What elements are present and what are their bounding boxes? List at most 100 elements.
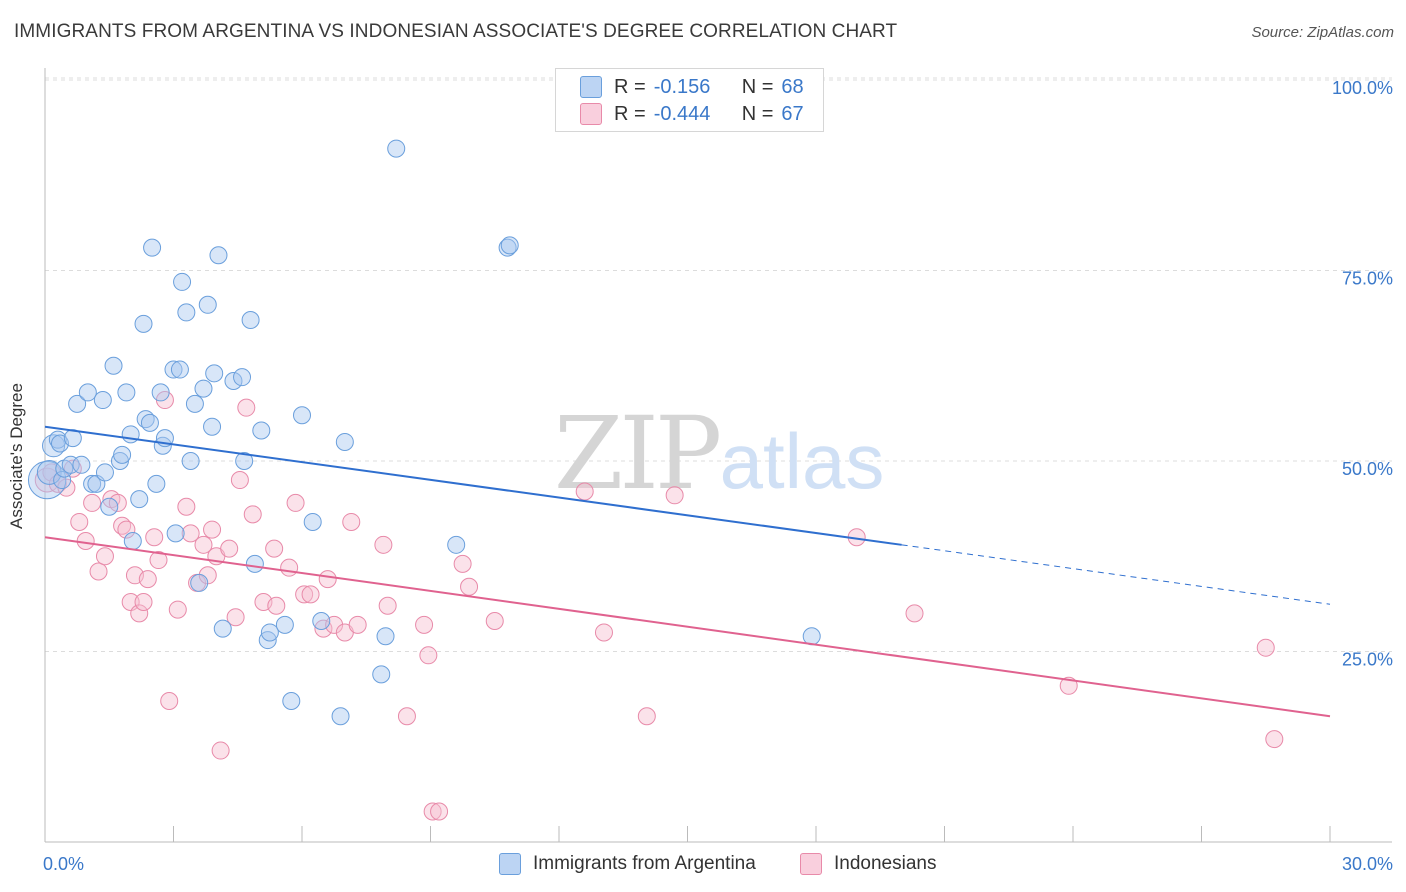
argentina-point[interactable] — [198, 295, 217, 314]
argentina-point[interactable] — [224, 371, 243, 390]
argentina-point[interactable] — [68, 394, 87, 413]
argentina-point[interactable] — [190, 573, 209, 592]
argentina-point[interactable] — [83, 474, 102, 493]
indonesians-point[interactable] — [76, 532, 95, 551]
bottom-legend-indonesians[interactable]: Indonesians — [800, 852, 936, 876]
argentina-point[interactable] — [447, 535, 466, 554]
indonesians-point[interactable] — [95, 547, 114, 566]
indonesians-point[interactable] — [301, 585, 320, 604]
indonesians-point[interactable] — [181, 524, 200, 543]
argentina-point[interactable] — [170, 360, 189, 379]
indonesians-point[interactable] — [70, 512, 89, 531]
argentina-point[interactable] — [143, 238, 162, 257]
argentina-point[interactable] — [282, 692, 301, 711]
indonesians-point[interactable] — [348, 615, 367, 634]
indonesians-point[interactable] — [280, 558, 299, 577]
indonesians-point[interactable] — [134, 592, 153, 611]
indonesians-point[interactable] — [130, 604, 149, 623]
argentina-point[interactable] — [164, 360, 183, 379]
indonesians-point[interactable] — [423, 802, 442, 821]
argentina-point[interactable] — [258, 631, 277, 650]
argentina-point[interactable] — [185, 394, 204, 413]
indonesians-point[interactable] — [460, 577, 479, 596]
argentina-point[interactable] — [151, 383, 170, 402]
argentina-point[interactable] — [36, 460, 62, 485]
indonesians-point[interactable] — [194, 535, 213, 554]
argentina-point[interactable] — [260, 623, 279, 642]
argentina-point[interactable] — [372, 665, 391, 684]
argentina-point[interactable] — [498, 238, 517, 257]
indonesians-point[interactable] — [453, 554, 472, 573]
indonesians-point[interactable] — [665, 486, 684, 505]
argentina-point[interactable] — [233, 368, 252, 387]
indonesians-point[interactable] — [575, 482, 594, 501]
argentina-point[interactable] — [293, 406, 311, 425]
argentina-point[interactable] — [95, 463, 114, 482]
source-credit[interactable]: Source: ZipAtlas.com — [1251, 24, 1394, 41]
indonesians-point[interactable] — [138, 570, 157, 589]
indonesians-point[interactable] — [905, 604, 924, 623]
indonesians-point[interactable] — [230, 471, 249, 490]
indonesians-point[interactable] — [1265, 730, 1284, 749]
indonesians-point[interactable] — [265, 539, 284, 558]
indonesians-point[interactable] — [374, 535, 393, 554]
argentina-point[interactable] — [61, 455, 80, 474]
indonesians-point[interactable] — [430, 802, 449, 821]
indonesians-point[interactable] — [397, 707, 416, 726]
indonesians-point[interactable] — [342, 512, 361, 531]
argentina-point[interactable] — [275, 615, 294, 634]
indonesians-point[interactable] — [168, 600, 187, 619]
argentina-point[interactable] — [104, 356, 123, 375]
argentina-point[interactable] — [376, 627, 395, 646]
argentina-point[interactable] — [209, 246, 228, 265]
indonesians-point[interactable] — [211, 741, 230, 760]
argentina-point[interactable] — [134, 314, 153, 333]
argentina-point[interactable] — [123, 532, 142, 551]
argentina-point[interactable] — [252, 421, 271, 440]
argentina-point[interactable] — [72, 455, 91, 474]
indonesians-point[interactable] — [485, 612, 504, 631]
indonesians-point[interactable] — [1256, 638, 1275, 657]
argentina-point[interactable] — [113, 445, 132, 464]
argentina-point[interactable] — [181, 452, 200, 470]
argentina-point[interactable] — [173, 272, 192, 291]
argentina-point[interactable] — [387, 139, 406, 158]
argentina-point[interactable] — [203, 417, 222, 436]
indonesians-point[interactable] — [243, 505, 262, 524]
argentina-point[interactable] — [500, 236, 519, 255]
argentina-point[interactable] — [205, 364, 224, 383]
indonesians-point[interactable] — [145, 528, 164, 547]
indonesians-point[interactable] — [117, 520, 136, 539]
indonesians-point[interactable] — [89, 562, 108, 581]
indonesians-point[interactable] — [314, 619, 333, 638]
argentina-point[interactable] — [147, 474, 166, 493]
indonesians-point[interactable] — [226, 608, 245, 627]
argentina-point[interactable] — [93, 391, 112, 410]
indonesians-point[interactable] — [177, 497, 196, 516]
argentina-point[interactable] — [245, 554, 264, 573]
bottom-legend-argentina[interactable]: Immigrants from Argentina — [499, 852, 756, 876]
argentina-point[interactable] — [213, 619, 232, 638]
argentina-point[interactable] — [78, 383, 97, 402]
indonesians-point[interactable] — [160, 692, 179, 711]
indonesians-point[interactable] — [1059, 676, 1078, 695]
argentina-point[interactable] — [166, 524, 185, 543]
indonesians-point[interactable] — [318, 570, 337, 589]
argentina-point[interactable] — [303, 512, 322, 531]
indonesians-point[interactable] — [295, 585, 314, 604]
indonesians-point[interactable] — [415, 615, 434, 634]
argentina-point[interactable] — [53, 471, 72, 490]
argentina-point[interactable] — [100, 497, 119, 516]
indonesians-point[interactable] — [637, 707, 656, 726]
argentina-point[interactable] — [335, 432, 354, 451]
argentina-point[interactable] — [42, 434, 66, 458]
indonesians-point[interactable] — [594, 623, 613, 642]
indonesians-point[interactable] — [378, 596, 397, 615]
indonesians-point[interactable] — [237, 398, 256, 417]
argentina-point[interactable] — [130, 490, 149, 509]
indonesians-point[interactable] — [83, 493, 102, 512]
indonesians-point[interactable] — [419, 646, 438, 665]
indonesians-point[interactable] — [203, 520, 222, 539]
argentina-point[interactable] — [241, 311, 260, 330]
argentina-point[interactable] — [117, 383, 136, 402]
